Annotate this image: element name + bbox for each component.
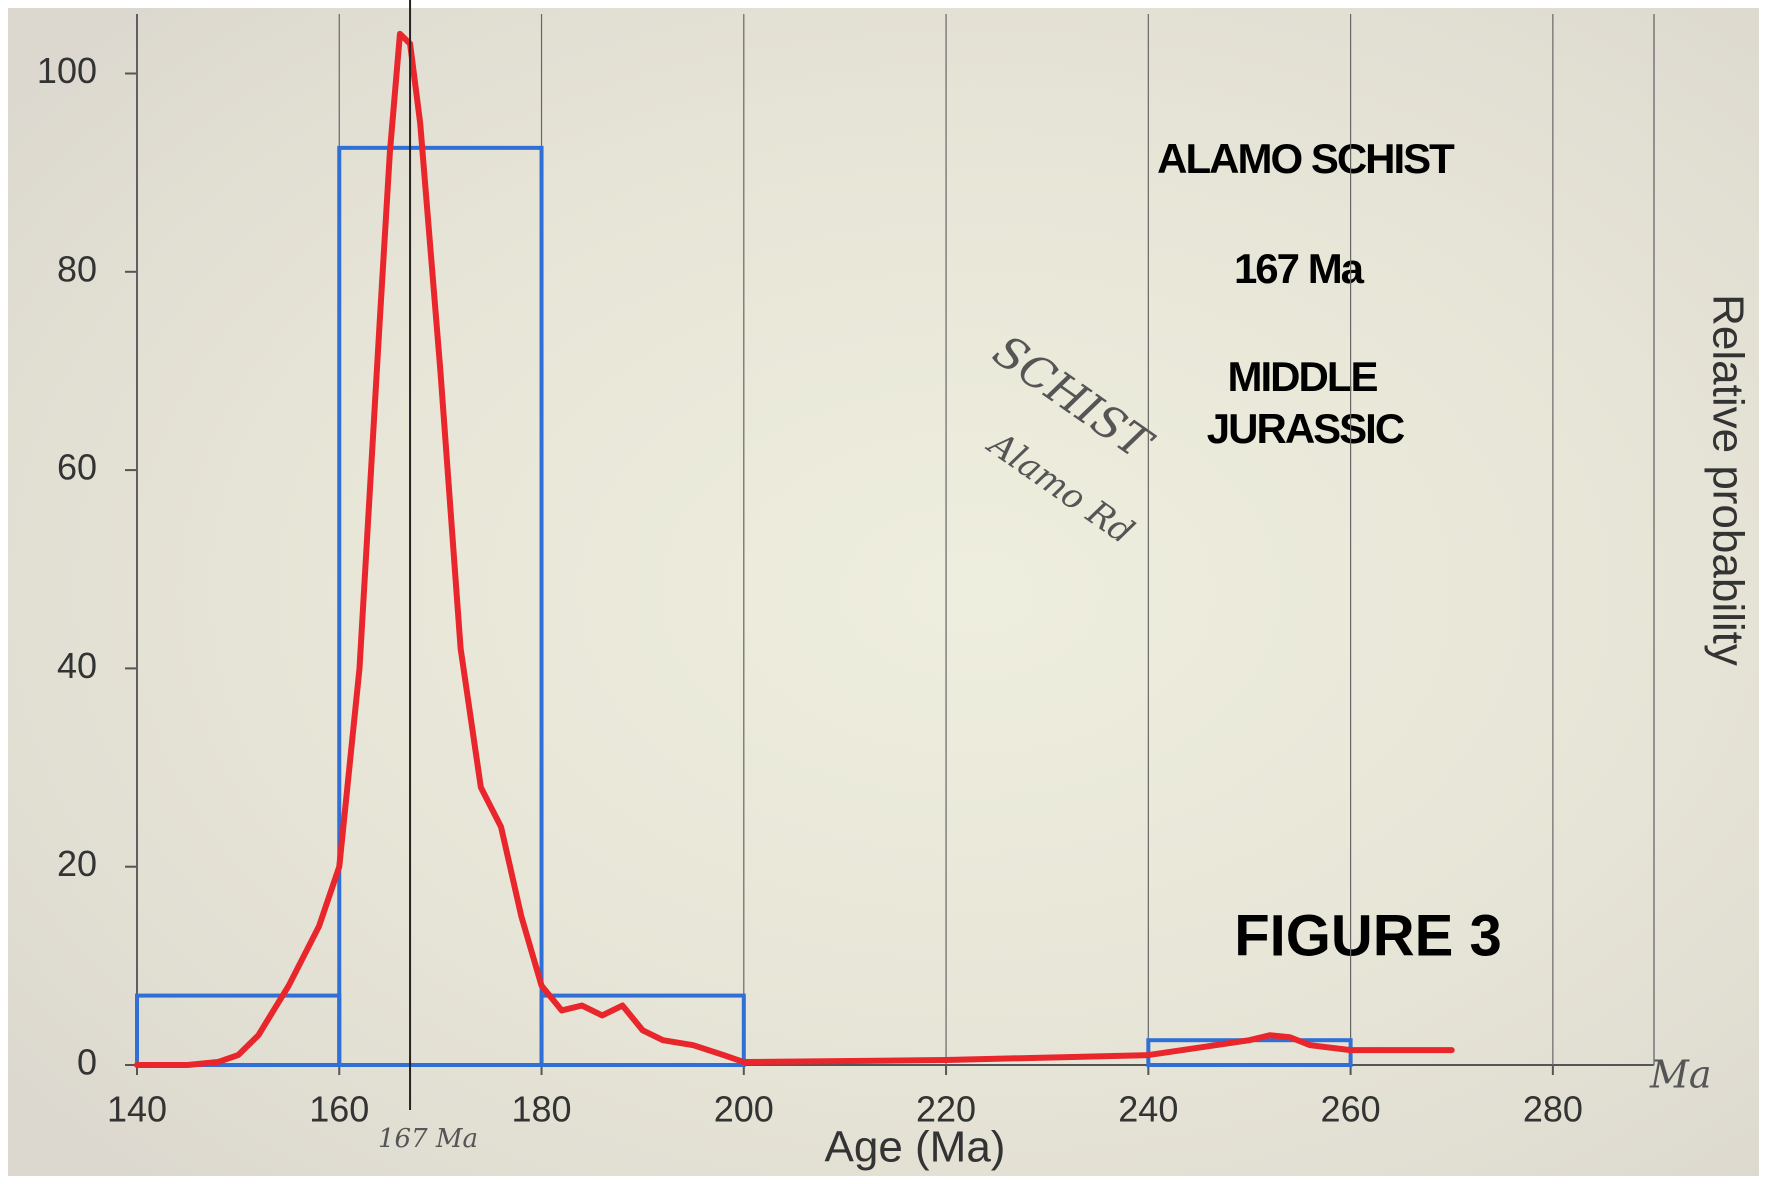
probability-curve [134, 30, 1455, 1068]
x-tick-label: 140 [107, 1089, 167, 1130]
x-tick-label: 180 [511, 1089, 571, 1130]
handwritten-note: 167 Ma [378, 1124, 478, 1154]
y-tick-label: 40 [57, 645, 97, 686]
x-tick-label: 200 [714, 1089, 774, 1130]
annotation: JURASSIC [1207, 405, 1405, 452]
y-tick-label: 60 [57, 447, 97, 488]
x-tick-label: 220 [916, 1089, 976, 1130]
y-tick-label: 80 [57, 248, 97, 289]
y-tick-label: 20 [57, 843, 97, 884]
x-axis-label: Age (Ma) [825, 1123, 1006, 1172]
handwritten-note: Ma [1649, 1053, 1712, 1097]
background [8, 8, 1759, 1176]
x-tick-label: 240 [1118, 1089, 1178, 1130]
y-tick-label: 100 [37, 50, 97, 91]
annotation: MIDDLE [1228, 353, 1378, 400]
annotation: ALAMO SCHIST [1157, 135, 1455, 182]
y2-axis-label: Relative probability [1703, 294, 1752, 666]
histogram-bar [337, 145, 544, 1068]
histogram-bar [539, 993, 746, 1068]
annotation: 167 Ma [1234, 245, 1365, 292]
y-tick-label: 0 [77, 1042, 97, 1083]
x-tick-label: 260 [1321, 1089, 1381, 1130]
x-tick-label: 160 [309, 1089, 369, 1130]
x-tick-label: 280 [1523, 1089, 1583, 1130]
figure-label: FIGURE 3 [1234, 903, 1502, 968]
